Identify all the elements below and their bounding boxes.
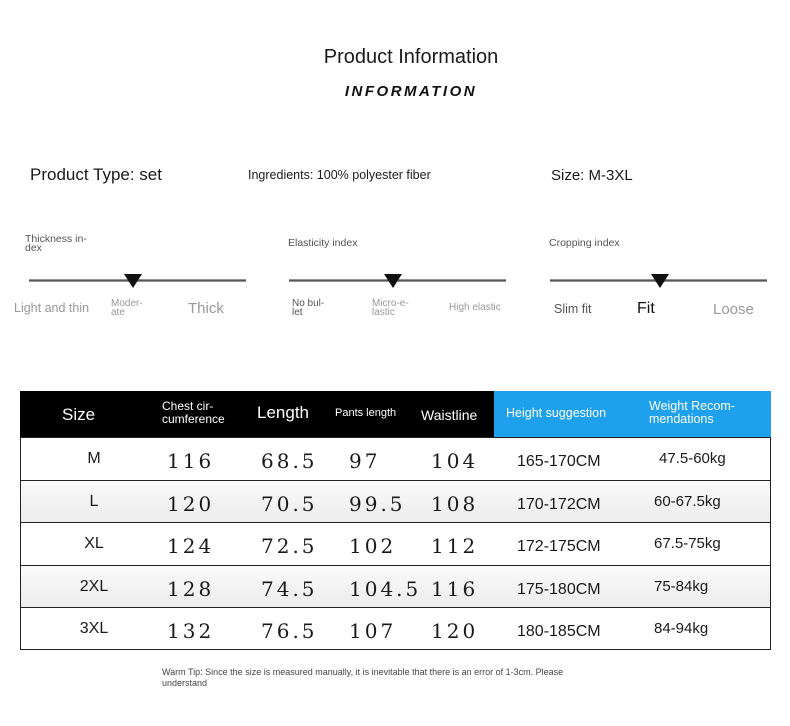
size-range: Size: M-3XL [551, 167, 633, 184]
header-weight: Weight Recom- mendations [649, 400, 735, 426]
elasticity-label-micro: Micro-e-lastic [372, 298, 409, 318]
header-length: Length [257, 403, 309, 422]
elasticity-label-none: No bul-let [292, 298, 325, 318]
cell-weight: 75-84kg [654, 577, 709, 595]
warm-tip-line1: Warm Tip: Since the size is measured man… [162, 667, 564, 677]
header-chest: Chest cir- cumference [162, 400, 225, 426]
ingredients: Ingredients: 100% polyester fiber [248, 168, 431, 182]
cell-length: 74.5 [261, 576, 318, 601]
thickness-label-light: Light and thin [14, 301, 90, 315]
cell-pants: 99.5 [349, 491, 406, 516]
cell-size: 3XL [79, 620, 109, 637]
page-title: Product Information [323, 46, 499, 68]
elasticity-marker-icon [384, 274, 402, 288]
cropping-label-slim: Slim fit [554, 302, 592, 316]
thickness-label-moderate: Moder-ate [111, 298, 143, 318]
cell-weight: 67.5-75kg [654, 535, 721, 552]
table-row: 3XL 132 76.5 107 120 180-185CM 84-94kg [20, 607, 771, 650]
cell-chest: 128 [167, 576, 215, 601]
cell-height: 170-172CM [517, 495, 601, 513]
header-accent-band [494, 391, 771, 437]
cell-waist: 104 [431, 449, 479, 473]
cell-height: 175-180CM [517, 580, 601, 598]
cell-length: 70.5 [261, 491, 318, 516]
cell-waist: 116 [431, 576, 479, 601]
table-row: L 120 70.5 99.5 108 170-172CM 60-67.5kg [20, 479, 771, 522]
elasticity-index-title: Elasticity index [288, 237, 358, 249]
table-row: M 116 68.5 97 104 165-170CM 47.5-60kg [20, 437, 771, 480]
warm-tip: Warm Tip: Since the size is measured man… [162, 667, 642, 689]
cell-weight: 84-94kg [654, 620, 709, 637]
header-pants: Pants length [335, 407, 397, 419]
table-header: Size Chest cir- cumference Length Pants … [20, 391, 771, 437]
header-waist: Waistline [421, 407, 478, 423]
table-row: XL 124 72.5 102 112 172-175CM 67.5-75kg [20, 522, 771, 565]
cropping-label-fit: Fit [637, 300, 655, 317]
cell-length: 72.5 [261, 534, 318, 558]
thickness-label-thick: Thick [188, 300, 224, 317]
cell-height: 172-175CM [517, 538, 601, 555]
cell-chest: 132 [167, 619, 215, 643]
cell-weight: 60-67.5kg [654, 492, 721, 510]
cell-pants: 102 [349, 534, 397, 558]
elasticity-label-high: High elastic [449, 302, 501, 313]
header-chest-line1: Chest cir- [162, 399, 214, 413]
thickness-index-title: Thickness in- dex [25, 233, 87, 254]
cell-length: 68.5 [261, 449, 318, 473]
table-row: 2XL 128 74.5 104.5 116 175-180CM 75-84kg [20, 564, 771, 607]
cell-waist: 112 [431, 534, 479, 558]
cell-length: 76.5 [261, 619, 318, 643]
cell-pants: 107 [349, 619, 397, 643]
cropping-label-loose: Loose [713, 301, 754, 318]
warm-tip-line2: understand [162, 678, 208, 688]
cell-weight: 47.5-60kg [659, 450, 726, 467]
cell-height: 180-185CM [517, 623, 601, 640]
cropping-index-title: Cropping index [549, 237, 620, 249]
thickness-marker-icon [124, 274, 142, 288]
cell-waist: 108 [431, 491, 479, 516]
header-weight-line2: mendations [649, 412, 714, 426]
header-dark-band [20, 391, 494, 437]
cell-size: XL [84, 535, 104, 552]
header-height: Height suggestion [506, 406, 607, 420]
header-weight-line1: Weight Recom- [649, 399, 735, 413]
header-size: Size [62, 405, 96, 424]
cell-chest: 116 [167, 449, 215, 473]
cell-waist: 120 [431, 619, 479, 643]
cell-size: M [87, 450, 101, 467]
page-subtitle: INFORMATION [344, 83, 478, 100]
header-chest-line2: cumference [162, 412, 225, 426]
product-type: Product Type: set [30, 165, 162, 184]
cell-pants: 97 [349, 449, 381, 473]
cell-chest: 120 [167, 491, 215, 516]
cell-pants: 104.5 [349, 576, 422, 601]
cell-height: 165-170CM [517, 453, 601, 470]
thickness-title-line1: Thickness in- [25, 233, 87, 245]
thickness-title-line2: dex [25, 242, 42, 254]
cell-chest: 124 [167, 534, 215, 558]
size-table: Size Chest cir- cumference Length Pants … [20, 391, 771, 651]
cell-size: 2XL [79, 577, 109, 595]
cropping-marker-icon [651, 274, 669, 288]
cell-size: L [89, 492, 99, 510]
